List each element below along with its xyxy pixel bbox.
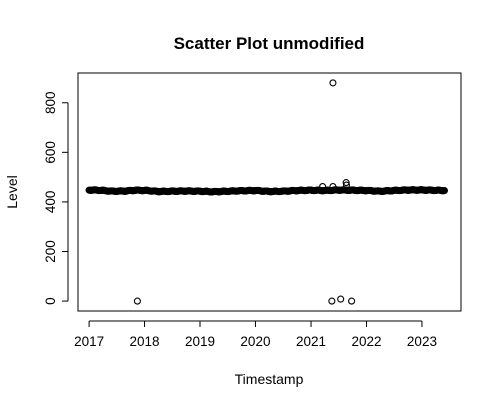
x-tick-label: 2020 — [240, 334, 270, 349]
x-tick-label: 2018 — [130, 334, 160, 349]
data-point — [440, 187, 448, 195]
y-tick-label: 600 — [43, 141, 58, 164]
chart-title: Scatter Plot unmodified — [174, 34, 365, 53]
x-tick-label: 2017 — [74, 334, 104, 349]
data-point-outlier — [329, 79, 337, 87]
y-tick-label: 800 — [43, 91, 58, 114]
y-tick-label: 0 — [43, 297, 58, 305]
x-tick-label: 2019 — [185, 334, 215, 349]
y-axis: 0 200 400 600 800 — [43, 91, 69, 305]
data-point-outlier — [342, 179, 350, 187]
data-points — [85, 79, 448, 305]
data-point-outlier — [337, 295, 345, 303]
data-point-outlier — [348, 297, 356, 305]
data-point-outlier — [328, 297, 336, 305]
y-tick-label: 200 — [43, 240, 58, 263]
plot-frame — [77, 72, 462, 312]
y-tick-label: 400 — [43, 191, 58, 214]
data-point-outlier — [319, 183, 327, 191]
x-axis: 2017 2018 2019 2020 2021 2022 2023 — [74, 320, 437, 349]
data-point-outlier — [329, 183, 337, 191]
x-tick-label: 2021 — [296, 334, 326, 349]
x-axis-label: Timestamp — [235, 371, 304, 387]
data-point-outlier — [342, 181, 351, 189]
data-point-outlier — [133, 297, 141, 305]
x-tick-label: 2023 — [407, 334, 437, 349]
x-tick-label: 2022 — [351, 334, 381, 349]
y-axis-label: Level — [4, 175, 20, 208]
